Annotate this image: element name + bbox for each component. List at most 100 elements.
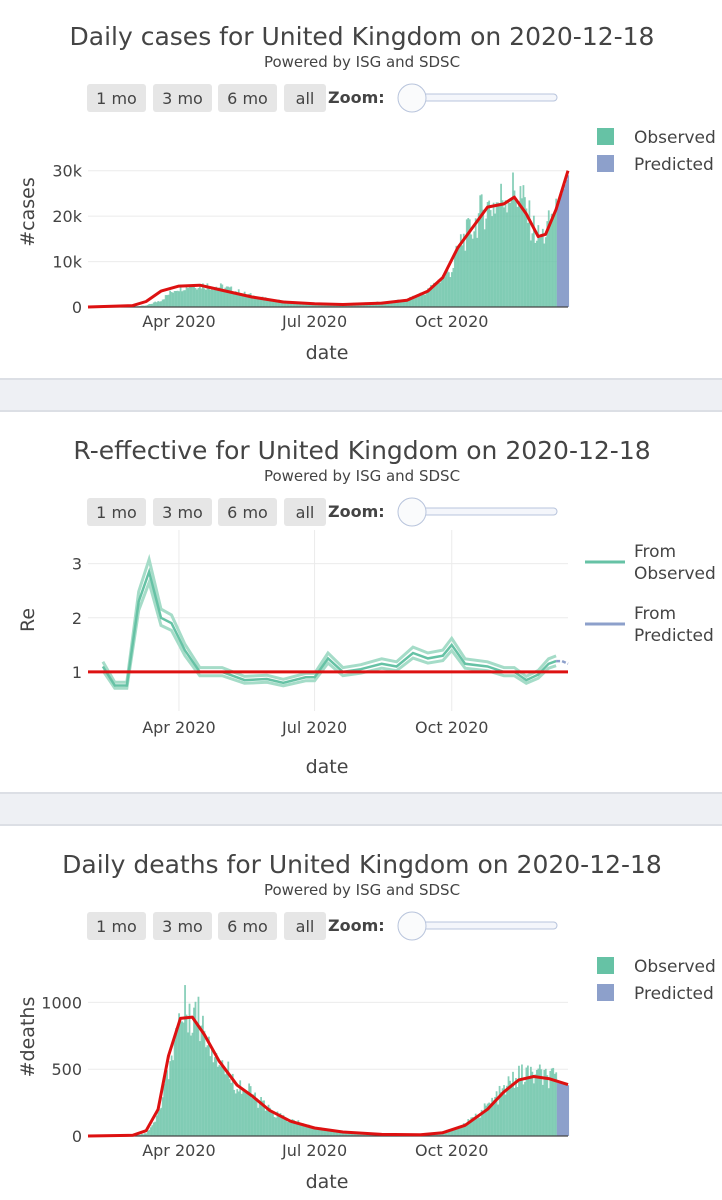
y-tick-label: 0 xyxy=(72,1127,82,1146)
observed-bar xyxy=(292,301,295,307)
range-button-3mo[interactable] xyxy=(153,912,212,940)
observed-bar xyxy=(169,290,172,307)
observed-bar xyxy=(301,303,304,307)
plot-area: 0 10k 20k 30k Apr 2020 Jul 2020 Oct 2020 xyxy=(52,162,570,331)
range-button-1mo[interactable] xyxy=(87,912,146,940)
observed-bar xyxy=(538,237,541,307)
observed-bar xyxy=(227,286,230,307)
zoom-slider-handle[interactable] xyxy=(397,911,427,941)
predicted-bar xyxy=(561,193,564,307)
range-button-all[interactable] xyxy=(284,912,326,940)
predicted-bar xyxy=(567,175,570,307)
observed-bar xyxy=(210,1047,213,1136)
observed-bar xyxy=(534,242,537,307)
legend-swatch-predicted[interactable] xyxy=(597,155,614,172)
predicted-bar xyxy=(565,1084,568,1136)
observed-bar xyxy=(459,234,462,307)
observed-bar xyxy=(252,295,255,307)
upper-bound-line xyxy=(101,553,557,684)
range-button-all[interactable] xyxy=(284,84,326,112)
observed-bar xyxy=(294,302,297,307)
observed-bar xyxy=(203,1030,206,1136)
zoom-slider-track[interactable] xyxy=(411,507,558,516)
range-button-all[interactable] xyxy=(284,498,326,526)
zoom-slider-track[interactable] xyxy=(411,921,558,930)
observed-bar xyxy=(430,284,432,307)
observed-bar xyxy=(188,1003,191,1136)
zoom-slider-track[interactable] xyxy=(411,93,558,102)
observed-bar xyxy=(249,1086,252,1136)
range-button-6mo[interactable] xyxy=(218,498,277,526)
observed-bar xyxy=(297,1120,300,1136)
observed-bar xyxy=(155,1115,158,1136)
observed-bar xyxy=(313,1127,316,1136)
observed-bar xyxy=(269,298,271,307)
observed-bar xyxy=(254,298,256,307)
observed-bar xyxy=(196,289,198,307)
observed-bar xyxy=(310,1126,313,1136)
observed-bar xyxy=(528,200,531,307)
legend-swatch-observed[interactable] xyxy=(597,128,614,145)
range-button-1mo[interactable] xyxy=(87,84,146,112)
observed-bar xyxy=(488,200,491,307)
observed-bar xyxy=(142,305,145,307)
range-button-1mo[interactable] xyxy=(87,498,146,526)
observed-bar xyxy=(261,296,264,307)
observed-bar xyxy=(424,294,426,307)
x-tick-label: Apr 2020 xyxy=(142,718,215,737)
deaths-chart-panel: Daily deaths for United Kingdom on 2020-… xyxy=(0,826,722,1200)
observed-bar xyxy=(279,301,282,307)
observed-bar xyxy=(260,1097,262,1136)
observed-bar xyxy=(504,200,507,307)
observed-bar xyxy=(200,288,203,307)
observed-bar xyxy=(513,190,516,307)
observed-bar xyxy=(218,1065,221,1136)
range-button-6mo[interactable] xyxy=(218,912,277,940)
y-tick-label: 30k xyxy=(52,162,82,181)
range-button-label: 6 mo xyxy=(227,503,268,522)
observed-bar xyxy=(173,291,176,307)
range-button-3mo[interactable] xyxy=(153,498,212,526)
observed-bar xyxy=(281,301,283,307)
observed-bar xyxy=(470,1117,473,1136)
observed-bar xyxy=(410,299,413,307)
observed-bar xyxy=(221,1060,224,1136)
observed-bar xyxy=(506,212,508,307)
observed-bar xyxy=(473,1119,476,1136)
observed-bar xyxy=(471,1117,474,1136)
observed-bar xyxy=(187,288,189,307)
observed-bar xyxy=(448,1129,450,1136)
observed-bar xyxy=(273,299,276,307)
observed-bar xyxy=(534,1074,537,1136)
observed-bar xyxy=(236,1089,239,1136)
legend-swatch-predicted[interactable] xyxy=(597,984,614,1001)
observed-bar xyxy=(233,293,236,307)
observed-bar xyxy=(498,1085,501,1136)
observed-bar xyxy=(501,1088,504,1136)
zoom-slider-handle[interactable] xyxy=(397,83,427,113)
observed-bar xyxy=(364,1134,367,1136)
observed-bar xyxy=(266,1107,268,1136)
observed-bar xyxy=(392,300,395,307)
observed-bar xyxy=(471,238,474,307)
observed-bar xyxy=(152,1122,155,1136)
observed-bar xyxy=(501,200,504,307)
zoom-slider-handle[interactable] xyxy=(397,497,427,527)
observed-bar xyxy=(266,300,268,307)
range-button-6mo[interactable] xyxy=(218,84,277,112)
observed-bar xyxy=(456,1127,459,1136)
observed-bar xyxy=(318,1129,321,1136)
observed-bar xyxy=(264,297,267,307)
observed-bar xyxy=(306,1124,309,1136)
observed-bar xyxy=(164,1073,167,1136)
range-button-3mo[interactable] xyxy=(153,84,212,112)
legend-swatch-observed[interactable] xyxy=(597,957,614,974)
x-tick-label: Jul 2020 xyxy=(281,312,347,331)
x-axis-title: date xyxy=(306,756,349,778)
legend-label-observed-line2: Observed xyxy=(634,564,716,584)
observed-bar xyxy=(255,298,258,307)
observed-bar xyxy=(550,1068,553,1136)
observed-bar xyxy=(383,302,386,307)
observed-bar xyxy=(291,1119,294,1136)
range-selector: 1 mo 3 mo 6 mo all Zoom: xyxy=(87,83,558,113)
